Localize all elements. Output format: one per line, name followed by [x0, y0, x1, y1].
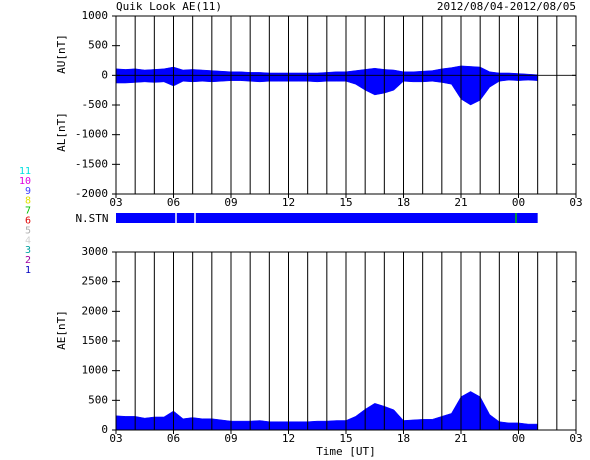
- x-tick-label: 00: [512, 196, 525, 209]
- x-tick-label: 18: [397, 196, 410, 209]
- area: [115, 65, 538, 76]
- station-legend: 6: [25, 216, 31, 227]
- station-legend: 4: [25, 235, 31, 246]
- chart-subtitle: 2012/08/04-2012/08/05: [437, 0, 576, 13]
- chart-title: Quik Look AE(11): [116, 0, 222, 13]
- x-tick-label: 00: [512, 432, 525, 445]
- station-legend: 7: [25, 206, 31, 217]
- station-legend: 2: [25, 255, 31, 266]
- x-tick-label: 09: [224, 196, 237, 209]
- y-tick-label: -2000: [75, 187, 108, 200]
- x-tick-label: 03: [109, 196, 122, 209]
- x-axis-label: Time [UT]: [316, 445, 376, 458]
- station-legend: 3: [25, 245, 31, 256]
- strip-label: N.STN: [75, 212, 108, 225]
- x-tick-label: 15: [339, 196, 352, 209]
- x-tick-label: 21: [454, 432, 467, 445]
- y-tick-label: 1500: [82, 334, 109, 347]
- x-tick-label: 06: [167, 196, 180, 209]
- station-legend: 9: [25, 186, 31, 197]
- x-tick-label: 03: [569, 432, 582, 445]
- plot-frame: [115, 251, 577, 431]
- y-tick-label: -1500: [75, 157, 108, 170]
- station-legend: 10: [19, 176, 31, 187]
- y-tick-label: 500: [88, 39, 108, 52]
- plot-frame: [115, 15, 577, 195]
- y-axis-label: AE[nT]: [55, 310, 68, 350]
- y-axis-label: AU[nT]: [55, 34, 68, 74]
- y-tick-label: 500: [88, 393, 108, 406]
- station-strip: [116, 213, 538, 223]
- station-legend: 8: [25, 196, 31, 207]
- y-tick-label: -500: [82, 98, 109, 111]
- y-tick-label: 1000: [82, 9, 109, 22]
- x-tick-label: 12: [282, 196, 295, 209]
- station-legend: 11: [19, 166, 31, 177]
- y-tick-label: -1000: [75, 128, 108, 141]
- y-tick-label: 0: [101, 68, 108, 81]
- y-tick-label: 2500: [82, 275, 109, 288]
- x-tick-label: 12: [282, 432, 295, 445]
- x-tick-label: 03: [569, 196, 582, 209]
- y-axis-label: AL[nT]: [55, 112, 68, 152]
- station-legend: 5: [25, 225, 31, 236]
- y-tick-label: 0: [101, 423, 108, 436]
- y-tick-label: 3000: [82, 245, 109, 258]
- station-legend: 1: [25, 265, 31, 276]
- x-tick-label: 06: [167, 432, 180, 445]
- x-tick-label: 15: [339, 432, 352, 445]
- x-tick-label: 09: [224, 432, 237, 445]
- x-tick-label: 18: [397, 432, 410, 445]
- x-tick-label: 21: [454, 196, 467, 209]
- area: [115, 391, 538, 431]
- y-tick-label: 2000: [82, 304, 109, 317]
- y-tick-label: 1000: [82, 364, 109, 377]
- x-tick-label: 03: [109, 432, 122, 445]
